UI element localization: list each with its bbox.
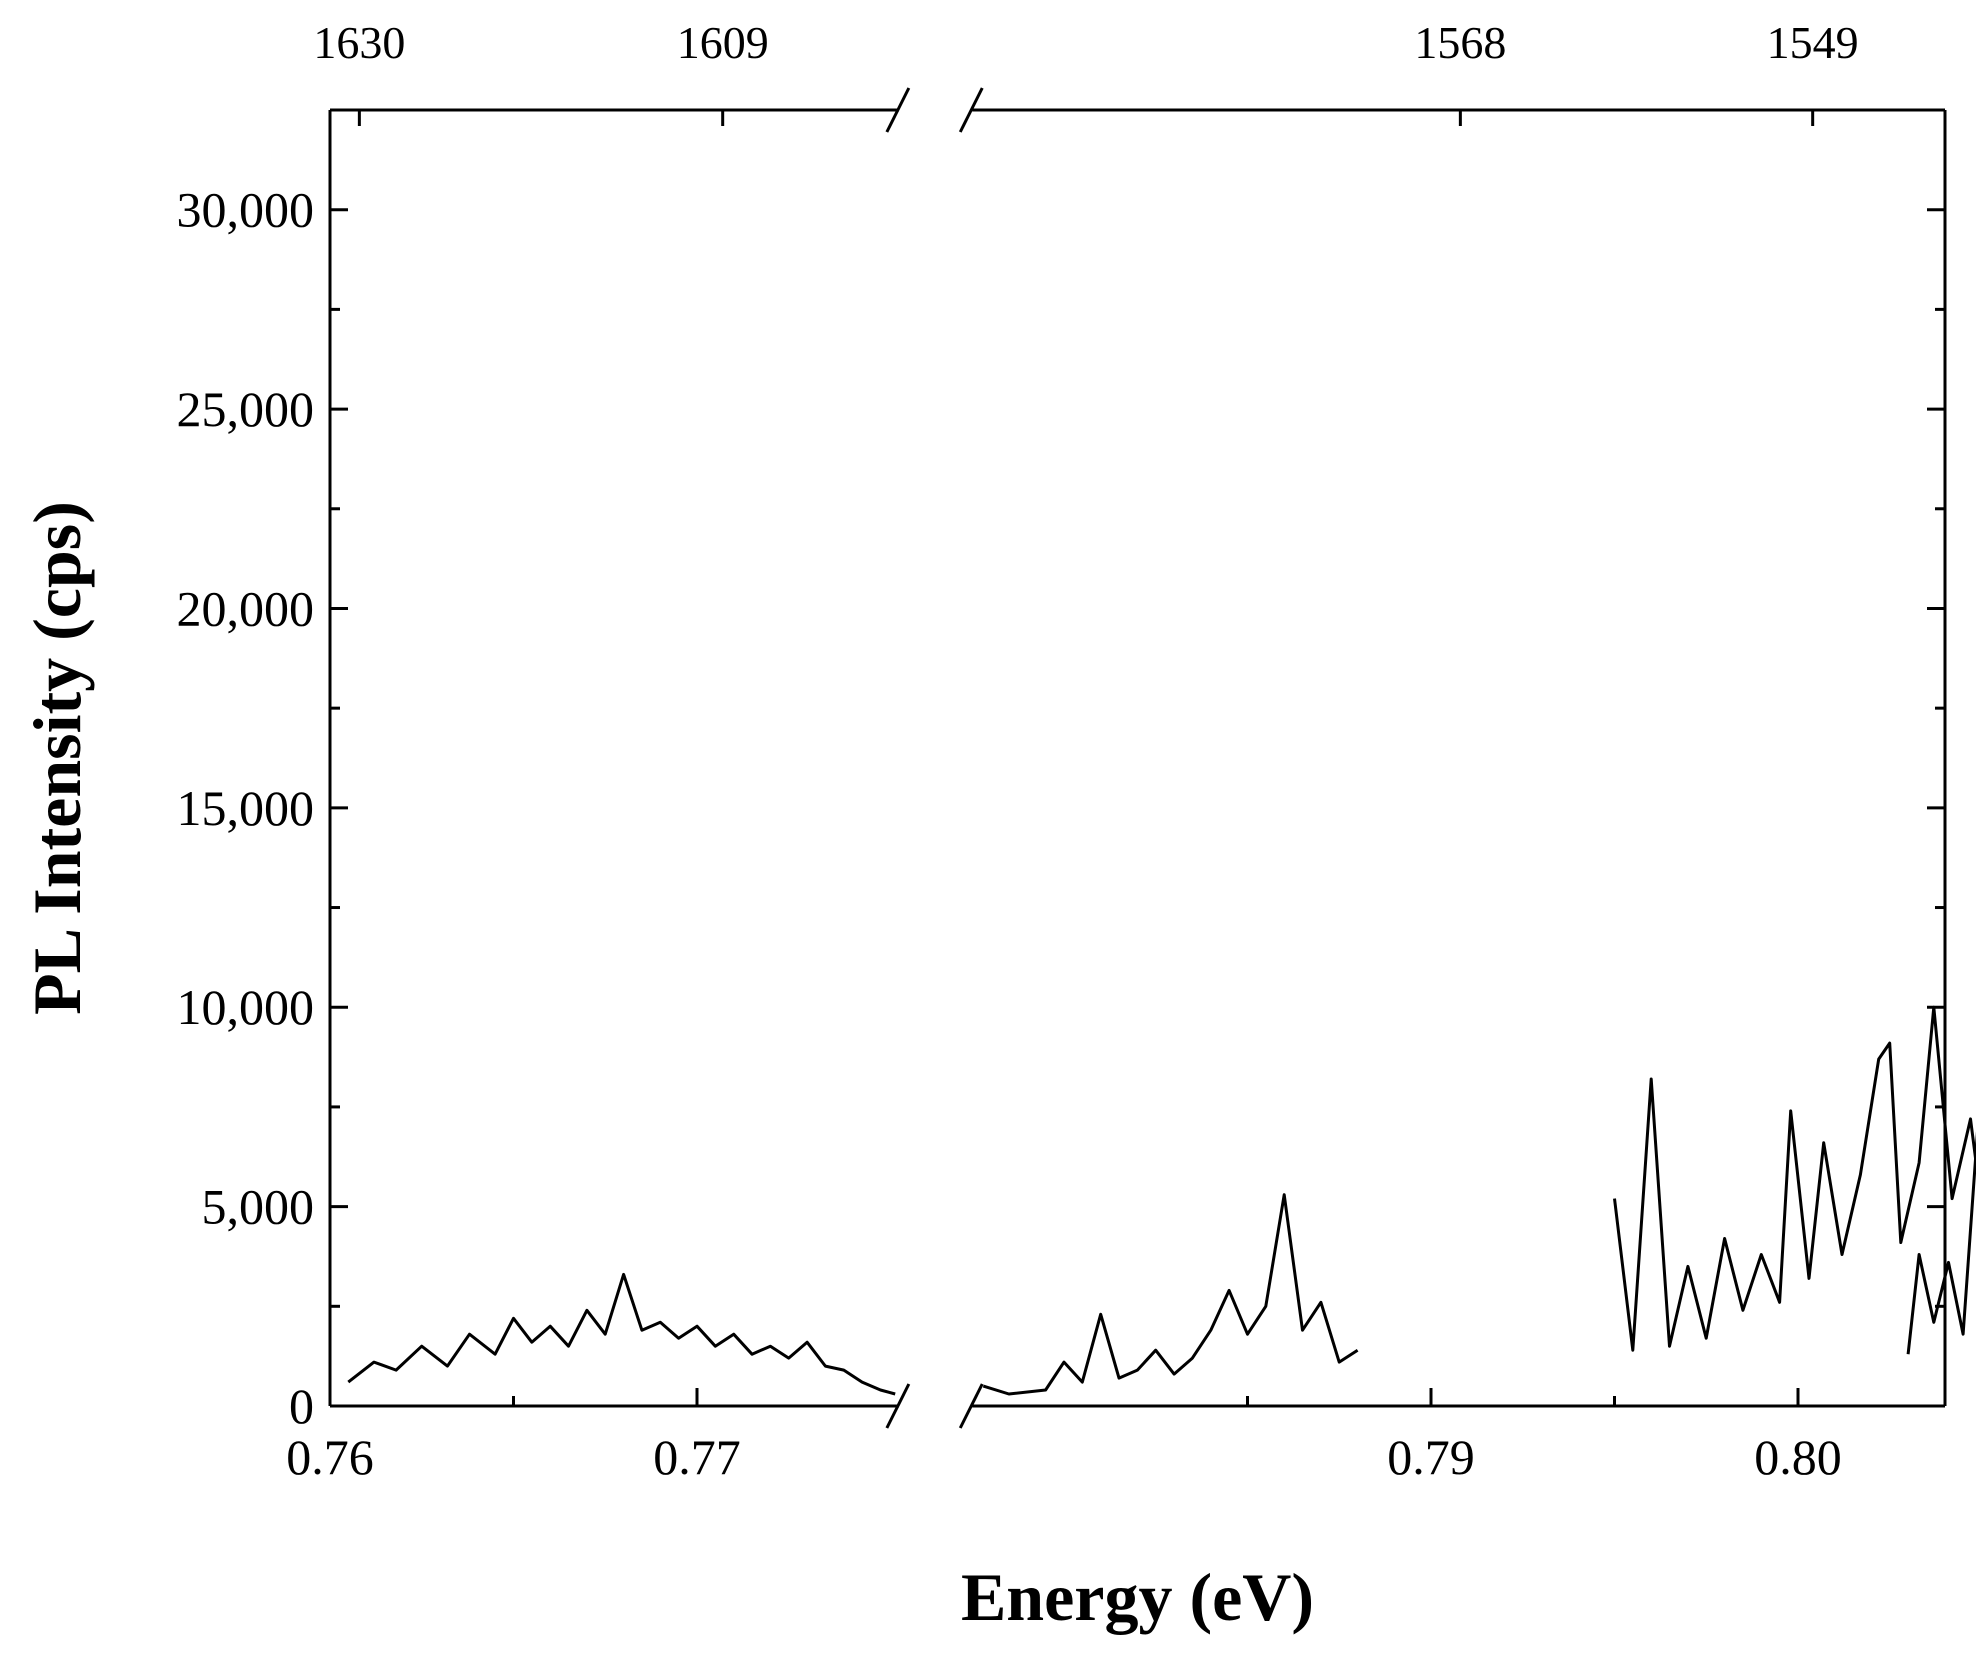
spectrum-segment-2 (983, 1195, 1357, 1394)
y-tick-label: 5,000 (202, 1179, 315, 1235)
y-tick-label: 20,000 (177, 580, 315, 636)
y-tick-label: 30,000 (177, 182, 315, 238)
spectrum-segment-4 (1908, 198, 1976, 1355)
x-tick-label: 0.77 (653, 1429, 741, 1485)
y-tick-label: 25,000 (177, 381, 315, 437)
spectrum-segment-3 (1615, 1007, 1976, 1350)
axis-break-marks (887, 88, 982, 1428)
y-tick-label: 15,000 (177, 780, 315, 836)
x-axis-title: Energy (eV) (961, 1559, 1314, 1635)
y-axis-title: PL Intensity (cps) (19, 501, 95, 1015)
tick-labels: 0 5,000 10,000 15,000 20,000 25,000 30,000 0.76… (177, 17, 1976, 1485)
top-tick-label: 1549 (1767, 17, 1859, 68)
x-tick-label: 0.76 (286, 1429, 374, 1485)
x-tick-label: 0.79 (1387, 1429, 1475, 1485)
data-lines (348, 198, 1976, 1398)
top-tick-label: 1630 (313, 17, 405, 68)
axis-ticks (330, 110, 1976, 1406)
top-tick-label: 1568 (1414, 17, 1506, 68)
x-tick-label: 0.80 (1754, 1429, 1842, 1485)
top-tick-label: 1609 (677, 17, 769, 68)
spectrum-segment-1 (348, 1274, 895, 1394)
plot-frame (330, 110, 1945, 1406)
y-tick-label: 10,000 (177, 979, 315, 1035)
y-tick-label: 0 (289, 1378, 314, 1434)
